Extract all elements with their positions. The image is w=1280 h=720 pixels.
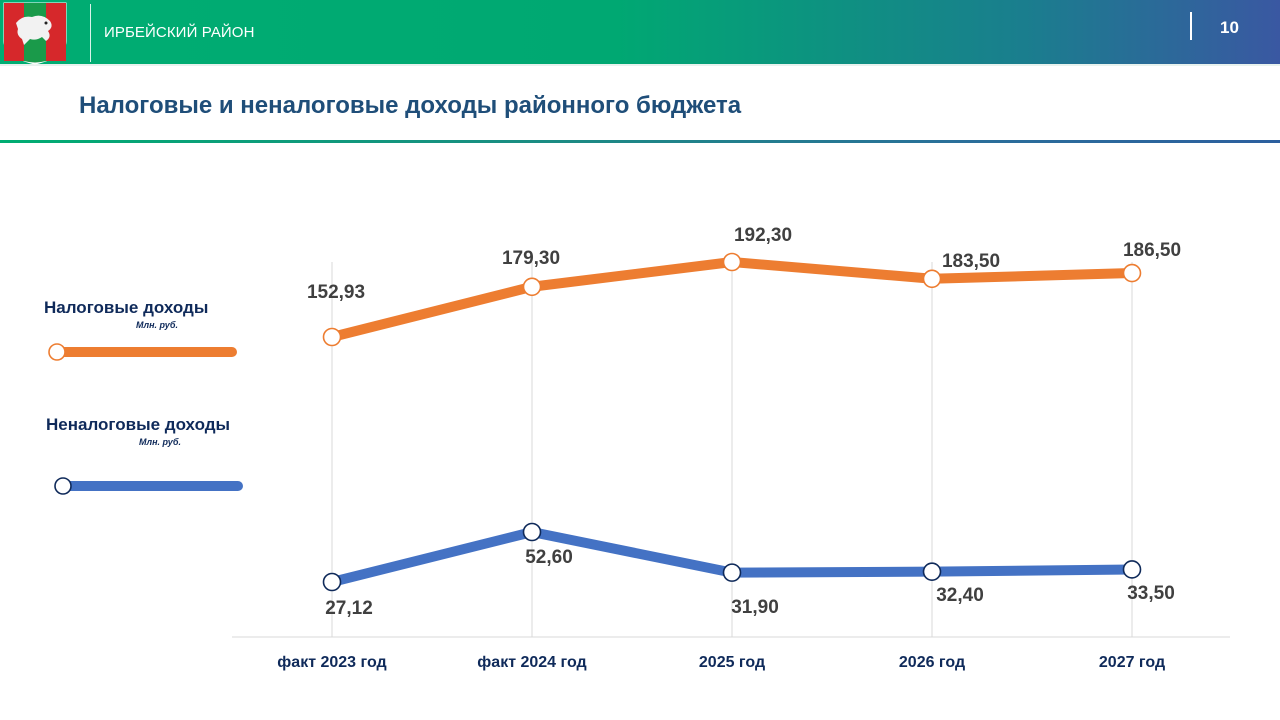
data-label-nontax: 32,40 bbox=[936, 585, 984, 606]
x-tick-label: факт 2024 год bbox=[477, 654, 586, 671]
header-divider-strip bbox=[0, 64, 1280, 66]
legend-nontax-label: Неналоговые доходы bbox=[46, 415, 231, 434]
data-point-tax bbox=[922, 269, 942, 289]
legend-tax-label: Налоговые доходы bbox=[44, 298, 209, 317]
slide-title: Налоговые и неналоговые доходы районного… bbox=[79, 92, 742, 119]
data-label-tax: 186,50 bbox=[1123, 240, 1181, 261]
data-point-tax bbox=[522, 277, 542, 297]
data-label-tax: 183,50 bbox=[942, 251, 1000, 272]
data-point-nontax bbox=[322, 572, 342, 592]
coat-of-arms-icon bbox=[3, 2, 67, 65]
header-divider bbox=[90, 4, 91, 62]
legend-nontax-unit: Млн. руб. bbox=[139, 437, 181, 447]
legend-tax-marker bbox=[48, 343, 66, 361]
legend-tax-unit: Млн. руб. bbox=[136, 320, 178, 330]
page-number-separator bbox=[1190, 12, 1192, 40]
data-point-tax bbox=[722, 252, 742, 272]
header-bar bbox=[0, 0, 1280, 64]
data-label-nontax: 27,12 bbox=[325, 598, 373, 619]
page-number: 10 bbox=[1220, 18, 1239, 37]
title-underline bbox=[0, 140, 1280, 143]
data-label-nontax: 31,90 bbox=[731, 597, 779, 618]
data-point-nontax bbox=[1122, 560, 1142, 579]
legend-nontax-marker bbox=[54, 477, 72, 495]
x-tick-label: 2027 год bbox=[1099, 654, 1165, 671]
data-label-nontax: 33,50 bbox=[1127, 583, 1175, 604]
data-point-nontax bbox=[522, 522, 542, 542]
x-tick-label: 2026 год bbox=[899, 654, 965, 671]
data-label-nontax: 52,60 bbox=[525, 547, 573, 568]
data-point-nontax bbox=[922, 562, 942, 581]
data-label-tax: 179,30 bbox=[502, 248, 560, 269]
data-point-tax bbox=[322, 327, 342, 347]
x-tick-label: факт 2023 год bbox=[277, 654, 386, 671]
data-label-tax: 192,30 bbox=[734, 225, 792, 246]
data-point-nontax bbox=[722, 563, 742, 582]
data-label-tax: 152,93 bbox=[307, 282, 365, 303]
data-point-tax bbox=[1122, 263, 1142, 283]
org-name: ИРБЕЙСКИЙ РАЙОН bbox=[104, 24, 255, 41]
x-tick-label: 2025 год bbox=[699, 654, 765, 671]
